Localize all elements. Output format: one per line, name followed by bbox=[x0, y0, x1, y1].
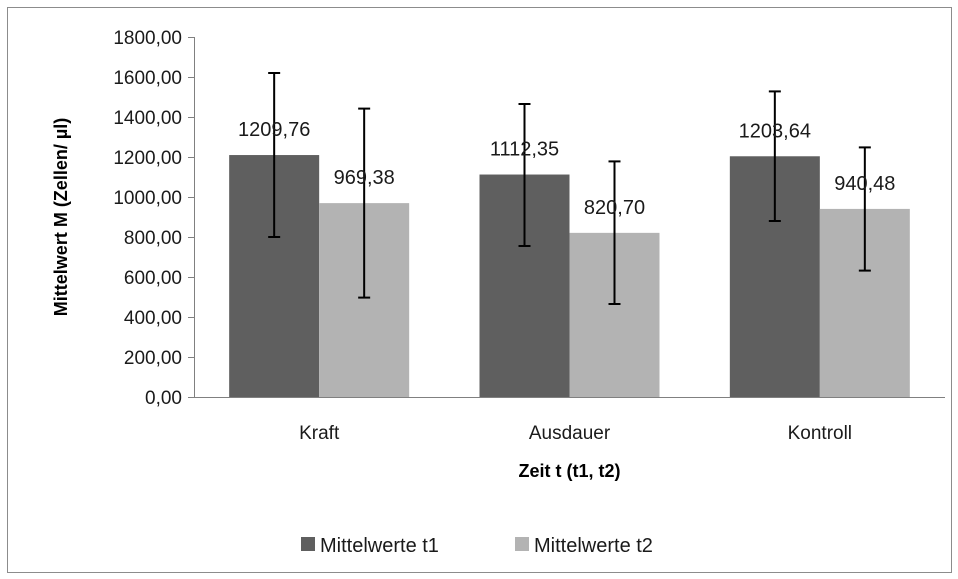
y-tick-label: 1600,00 bbox=[113, 68, 182, 89]
data-labels: 1209,76 969,38 1112,35 820,70 1203,64 940,48 bbox=[238, 119, 895, 219]
data-label: 1112,35 bbox=[490, 139, 559, 161]
legend-swatch bbox=[515, 537, 529, 551]
error-bar bbox=[768, 90, 781, 222]
y-tick-label: 1200,00 bbox=[113, 148, 182, 169]
data-label: 1203,64 bbox=[739, 120, 811, 142]
y-tick-label: 1000,00 bbox=[113, 188, 182, 209]
x-category-label: Kontroll bbox=[788, 423, 852, 444]
y-tick-label: 800,00 bbox=[124, 228, 182, 249]
x-category-label: Ausdauer bbox=[529, 423, 611, 444]
x-axis-category-labels: Kraft Ausdauer Kontroll bbox=[299, 423, 852, 444]
error-bar bbox=[858, 146, 871, 272]
error-bar bbox=[358, 107, 371, 299]
error-bar bbox=[608, 160, 621, 305]
y-axis-title: Mittelwert M (Zellen/ µl) bbox=[51, 118, 71, 316]
legend: Mittelwerte t1 Mittelwerte t2 bbox=[301, 535, 653, 557]
data-label: 820,70 bbox=[584, 197, 645, 219]
y-tick-label: 1400,00 bbox=[113, 108, 182, 129]
y-tick-label: 0,00 bbox=[145, 388, 182, 409]
legend-label: Mittelwerte t2 bbox=[534, 535, 653, 557]
data-label: 1209,76 bbox=[238, 119, 310, 141]
x-category-label: Kraft bbox=[299, 423, 340, 444]
y-tick-label: 400,00 bbox=[124, 308, 182, 329]
y-tick-label: 600,00 bbox=[124, 268, 182, 289]
legend-item-1: Mittelwerte t1 bbox=[301, 535, 439, 557]
y-tick-label: 1800,00 bbox=[113, 28, 182, 49]
error-bar bbox=[268, 72, 281, 238]
legend-item-2: Mittelwerte t2 bbox=[515, 535, 653, 557]
bars bbox=[229, 155, 910, 397]
error-bars bbox=[268, 72, 871, 305]
y-axis-ticks: 0,00 200,00 400,00 600,00 800,00 1000,00 1200,… bbox=[113, 28, 194, 409]
legend-swatch bbox=[301, 537, 315, 551]
data-label: 969,38 bbox=[334, 167, 395, 189]
error-bar bbox=[518, 103, 531, 247]
y-tick-label: 200,00 bbox=[124, 348, 182, 369]
legend-label: Mittelwerte t1 bbox=[320, 535, 439, 557]
data-label: 940,48 bbox=[834, 173, 895, 195]
x-axis-title: Zeit t (t1, t2) bbox=[519, 461, 621, 481]
